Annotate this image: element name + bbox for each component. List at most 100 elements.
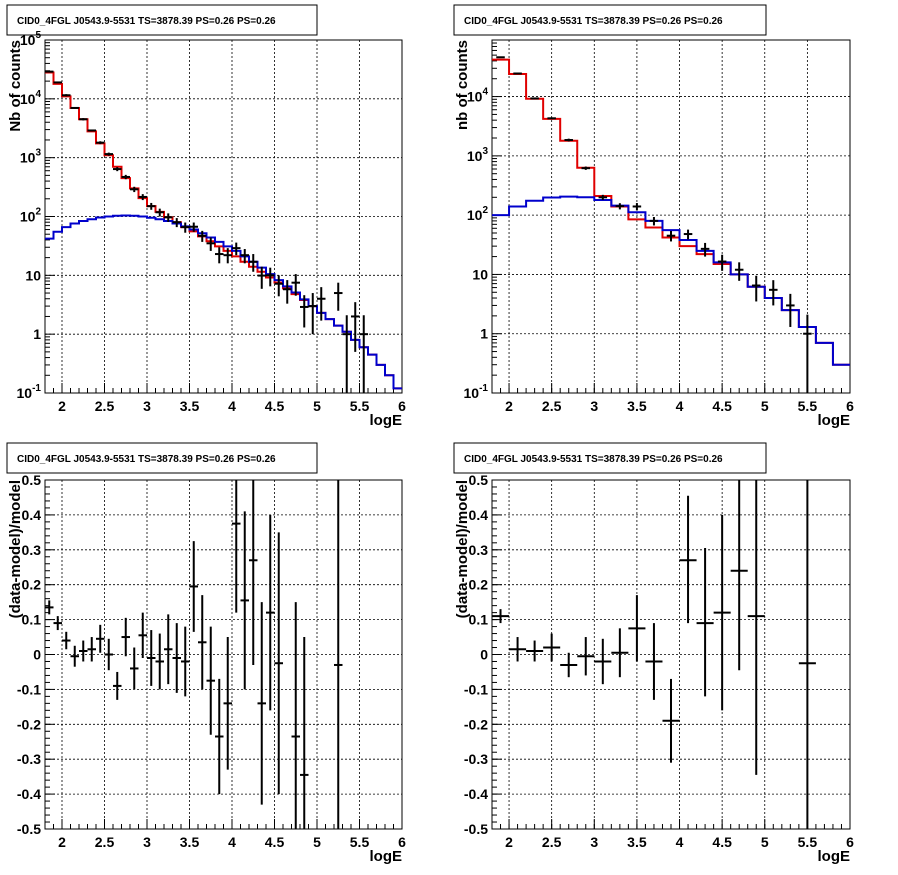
y-tick-label: -0.5 [464,821,488,837]
data-point [615,203,625,210]
series-2-line [492,195,850,366]
x-tick-label: 3.5 [627,834,647,850]
chart-title: CID0_4FGL J0543.9-5531 TS=3878.39 PS=0.2… [464,16,723,27]
data-point [79,640,88,662]
data-point [598,194,608,201]
x-tick-label: 5 [761,398,769,414]
data-point [215,678,224,795]
series-1-line [492,58,850,366]
data-point [509,637,527,662]
data-point [530,97,539,100]
x-tick-label: 5.5 [798,398,818,414]
chart-title-box [453,4,767,36]
data-point [155,208,164,217]
data-point [351,302,360,352]
data-point [632,203,642,211]
y-tick-label: 103 [20,148,42,166]
x-tick-label: 2 [505,834,513,850]
x-tick-label: 3.5 [180,834,200,850]
data-point [300,637,309,829]
data-point [249,480,258,665]
y-tick-label: 0.2 [22,577,42,593]
y-tick-label: 0 [480,647,488,663]
x-tick-label: 5.5 [798,834,818,850]
data-point [45,600,54,615]
data-point [334,480,343,829]
y-tick-label: -0.3 [17,751,41,767]
data-point [223,637,232,770]
x-tick-label: 2 [58,398,66,414]
data-point [138,612,147,658]
y-axis-label: (data-model)/model [7,480,24,618]
data-point [70,645,79,667]
data-point [164,213,173,222]
data-point [215,247,224,264]
data-point [87,637,96,662]
y-axis-label: (data-model)/model [454,480,471,618]
data-point [130,647,139,690]
plot-frame [44,479,403,830]
data-point [172,218,181,228]
data-point [45,70,54,73]
data-point [526,640,544,662]
data-point [181,626,190,697]
x-tick-label: 2.5 [95,398,115,414]
data-point [53,81,62,84]
data-point [291,602,300,829]
x-tick-label: 6 [846,834,854,850]
y-tick-label: -0.3 [464,751,488,767]
data-point [62,94,71,97]
data-point [342,315,351,393]
x-tick-label: 2 [505,398,513,414]
y-tick-label: 0.1 [469,612,489,628]
data-point [547,117,556,120]
y-tick-label: -0.2 [17,716,41,732]
x-tick-label: 3 [143,398,151,414]
data-point [564,138,573,142]
y-axis-label: Nb of counts [7,40,24,132]
data-point [121,617,130,657]
data-point [104,638,113,671]
x-tick-label: 5 [761,834,769,850]
data-point [734,262,744,281]
data-point [249,254,258,272]
data-point [274,532,283,795]
data-point [645,623,663,700]
data-point [206,237,215,251]
y-tick-label: -0.4 [464,786,488,802]
data-point [232,480,241,613]
data-point [798,480,816,829]
data-point [155,633,164,690]
x-tick-label: 4 [228,398,236,414]
x-tick-label: 6 [398,398,406,414]
y-tick-label: -0.4 [17,786,41,802]
x-tick-label: 2.5 [542,834,562,850]
data-point [181,222,190,233]
chart-panel-1: CID0_4FGL J0543.9-5531 TS=3878.39 PS=0.2… [6,4,406,429]
data-point [628,595,646,662]
data-point [300,295,309,328]
x-tick-label: 3 [590,398,598,414]
series-1-line [45,71,402,390]
y-tick-label: 10-1 [464,383,489,401]
data-point [232,242,241,256]
y-tick-label: 0 [33,647,41,663]
data-point [62,631,71,650]
data-point [717,254,727,271]
x-tick-label: 2.5 [542,398,562,414]
data-point [96,624,105,653]
y-tick-label: 1 [33,326,41,342]
y-tick-label: 10 [25,267,41,283]
data-point [198,595,207,690]
y-tick-label: 102 [467,205,489,223]
data-point [662,678,680,763]
data-point [581,166,591,170]
y-tick-label: 0.5 [22,472,42,488]
data-point [130,186,139,193]
data-point [283,280,292,304]
data-point [266,514,275,711]
y-tick-label: 0.1 [22,612,42,628]
data-point [274,275,283,297]
x-tick-label: 5 [313,834,321,850]
